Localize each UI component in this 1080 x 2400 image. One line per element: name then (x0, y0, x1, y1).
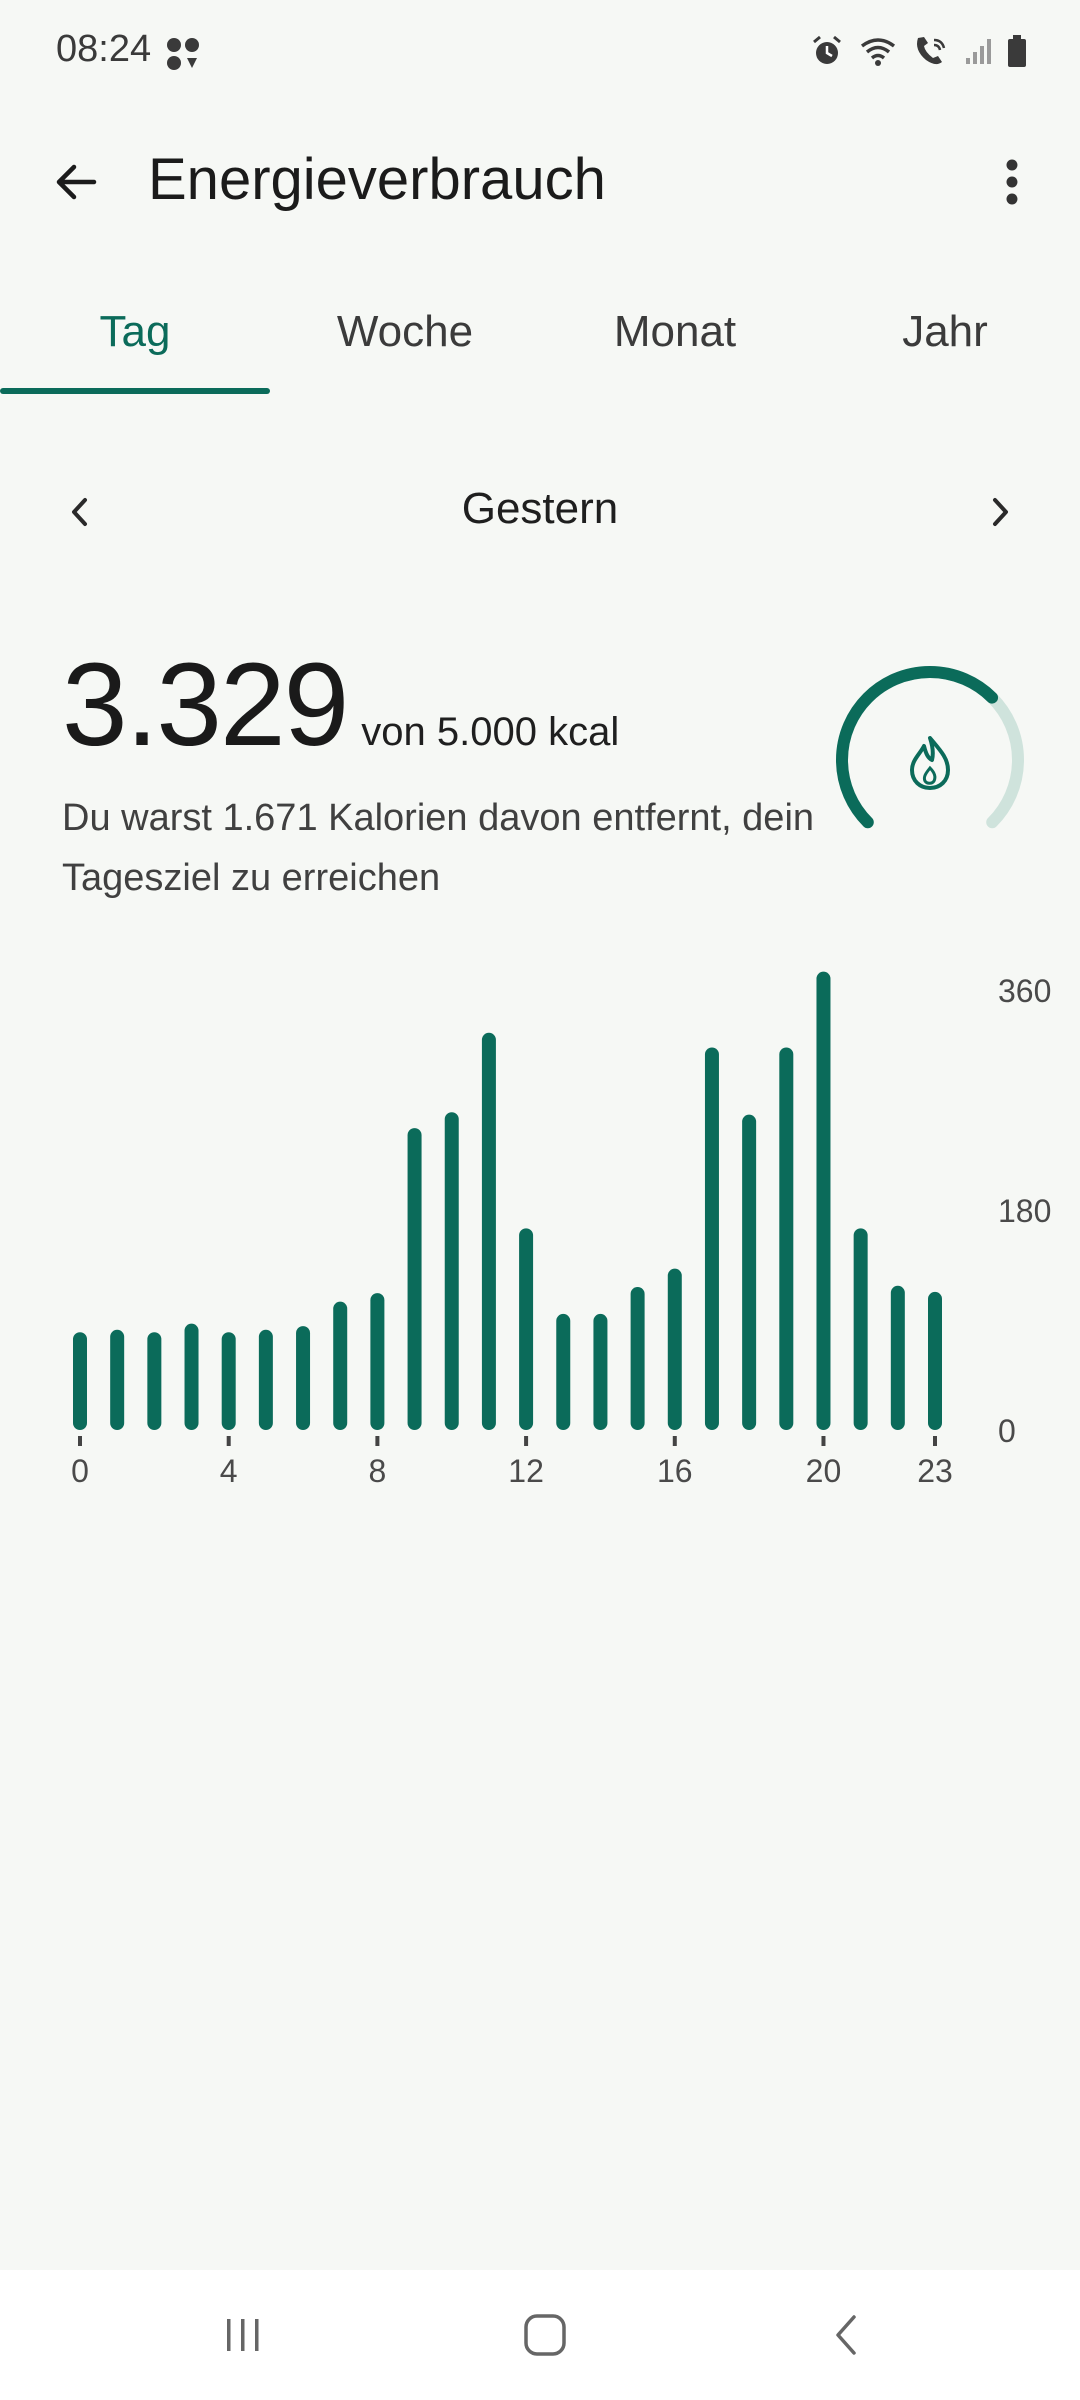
chart-bar-21[interactable] (853, 1228, 868, 1430)
x-tick-label: 23 (917, 1453, 953, 1489)
x-tick-8 (375, 1436, 380, 1446)
chart-bar-15[interactable] (630, 1287, 645, 1430)
system-navigation-bar (0, 2270, 1080, 2400)
chart-bar-23[interactable] (928, 1291, 942, 1430)
alarm-icon (813, 35, 841, 64)
chart-bar-11[interactable] (481, 1032, 496, 1430)
chart-bar-13[interactable] (556, 1313, 571, 1430)
tab-monat[interactable]: Monat (613, 307, 737, 356)
x-tick-0 (78, 1436, 82, 1446)
chart-bar-1[interactable] (110, 1329, 125, 1430)
energy-progress-ring (830, 660, 1030, 860)
energy-summary: 3.329 von 5.000 kcal Du warst 1.671 Kalor… (62, 640, 822, 908)
x-tick-label: 8 (368, 1453, 386, 1489)
chart-bar-22[interactable] (890, 1285, 905, 1430)
chart-bar-2[interactable] (147, 1332, 162, 1430)
x-tick-4 (226, 1436, 231, 1446)
home-button[interactable] (500, 2300, 590, 2370)
wifi-call-icon (917, 37, 946, 65)
x-tick-label: 16 (657, 1453, 693, 1489)
chart-bar-16[interactable] (667, 1268, 682, 1430)
hourly-energy-chart: 0 4 8 12 16 20 23 0 180 360 (0, 960, 1080, 1520)
chart-bar-9[interactable] (407, 1128, 422, 1430)
tab-woche[interactable]: Woche (336, 307, 474, 356)
arrow-back-icon (56, 164, 97, 200)
system-back-button[interactable] (802, 2300, 892, 2370)
app-bar: Energieverbrauch (0, 120, 1080, 240)
date-label: Gestern (461, 484, 619, 533)
recents-icon (227, 2319, 259, 2351)
status-time: 08:24 (56, 28, 152, 70)
chart-bar-3[interactable] (184, 1323, 199, 1430)
notification-icon (165, 36, 201, 72)
date-navigation: Gestern (0, 470, 1080, 554)
chart-bar-17[interactable] (704, 1047, 719, 1430)
x-tick-23 (933, 1436, 937, 1446)
battery-icon (1008, 35, 1026, 67)
chart-bar-12[interactable] (519, 1228, 534, 1430)
x-tick-20 (821, 1436, 826, 1446)
tab-indicator (0, 388, 270, 394)
signal-icon (966, 39, 991, 64)
y-tick-label: 360 (998, 973, 1051, 1009)
energy-description: Du warst 1.671 Kalorien davon entfernt, … (62, 797, 815, 899)
back-icon (836, 2315, 856, 2355)
energy-value: 3.329 (62, 639, 349, 771)
flame-icon (910, 736, 950, 790)
chart-bar-7[interactable] (333, 1301, 348, 1430)
y-tick-label: 0 (998, 1413, 1016, 1449)
chart-bar-5[interactable] (258, 1329, 273, 1430)
more-options-button[interactable] (974, 144, 1050, 220)
chart-bar-20[interactable] (816, 971, 831, 1430)
chevron-left-icon (72, 498, 87, 526)
chart-bar-18[interactable] (742, 1114, 757, 1430)
x-tick-label: 0 (71, 1453, 89, 1489)
chevron-right-icon (993, 498, 1008, 526)
status-icons (810, 34, 1028, 68)
next-day-button[interactable] (964, 476, 1036, 548)
status-bar: 08:24 (0, 0, 1080, 108)
home-icon (524, 2314, 566, 2356)
period-tabs: Tag Woche Monat Jahr (0, 270, 1080, 394)
wifi-icon (860, 38, 896, 66)
x-tick-16 (672, 1436, 677, 1446)
chart-bar-14[interactable] (593, 1313, 608, 1430)
chart-bar-10[interactable] (444, 1112, 459, 1430)
tab-jahr[interactable]: Jahr (902, 307, 988, 356)
page-title: Energieverbrauch (148, 147, 606, 212)
x-tick-label: 20 (806, 1453, 842, 1489)
ring-progress (836, 666, 999, 829)
chart-bar-19[interactable] (779, 1047, 794, 1430)
more-vert-icon (1006, 159, 1018, 205)
chart-bar-6[interactable] (296, 1326, 311, 1430)
recent-apps-button[interactable] (198, 2300, 288, 2370)
tab-tag[interactable]: Tag (99, 307, 171, 356)
x-tick-12 (524, 1436, 529, 1446)
energy-goal: von 5.000 kcal (361, 710, 620, 754)
previous-day-button[interactable] (44, 476, 116, 548)
x-tick-label: 4 (220, 1453, 238, 1489)
chart-bar-8[interactable] (370, 1293, 385, 1430)
bar-chart: 0 4 8 12 16 20 23 0 180 360 (71, 971, 1051, 1489)
y-tick-label: 180 (998, 1193, 1051, 1229)
back-button[interactable] (38, 144, 114, 220)
chart-bar-4[interactable] (221, 1332, 236, 1430)
chart-bar-0[interactable] (73, 1332, 87, 1430)
x-tick-label: 12 (508, 1453, 544, 1489)
